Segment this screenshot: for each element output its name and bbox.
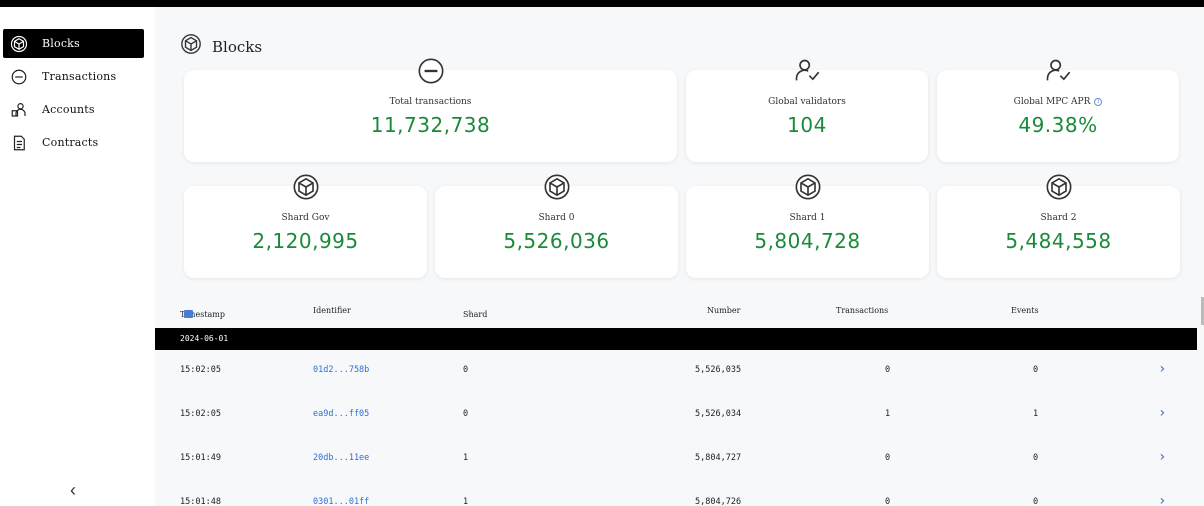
cell-events: 0 xyxy=(1033,453,1039,463)
page-title: Blocks xyxy=(212,37,263,56)
stat-value: 11,732,738 xyxy=(370,113,491,137)
stat-label: Shard 1 xyxy=(789,213,826,223)
column-header-label: Timestamp xyxy=(180,310,226,319)
minus-circle-icon xyxy=(9,67,29,87)
scrollbar[interactable] xyxy=(1201,297,1204,325)
cell-transactions: 0 xyxy=(885,497,891,506)
sidebar-item-label: Transactions xyxy=(42,70,117,83)
stat-value: 2,120,995 xyxy=(252,229,359,253)
cell-number: 5,804,726 xyxy=(695,497,742,506)
column-header-events: Events xyxy=(1011,306,1039,315)
validator-icon xyxy=(793,57,821,85)
stat-label: Shard 0 xyxy=(538,213,575,223)
cell-identifier-link[interactable]: 01d2...758b xyxy=(313,365,370,375)
column-header-identifier: Identifier xyxy=(313,306,351,315)
table-row[interactable]: 15:01:49 20db...11ee 1 5,804,727 0 0 › xyxy=(155,438,1197,482)
accounts-icon xyxy=(9,100,29,120)
top-bar xyxy=(0,0,1204,7)
stat-label: Global MPC APR i xyxy=(937,97,1179,107)
minus-circle-icon xyxy=(417,57,445,85)
cell-timestamp: 15:02:05 xyxy=(180,409,221,419)
stat-value: 5,484,558 xyxy=(1005,229,1112,253)
chevron-right-icon[interactable]: › xyxy=(1158,493,1167,506)
sidebar-item-label: Contracts xyxy=(42,136,99,149)
stat-label: Shard Gov xyxy=(281,213,330,223)
calendar-icon[interactable] xyxy=(184,310,193,318)
chevron-right-icon[interactable]: › xyxy=(1158,405,1167,421)
info-icon[interactable]: i xyxy=(1094,97,1103,106)
cell-identifier-link[interactable]: 0301...01ff xyxy=(313,497,370,506)
date-group-header: 2024-06-01 xyxy=(155,328,1197,350)
cell-shard: 0 xyxy=(463,365,469,375)
chevron-left-icon: ‹ xyxy=(70,479,76,500)
page-header: Blocks xyxy=(180,33,262,60)
stat-card-total-transactions: Total transactions 11,732,738 xyxy=(184,58,677,162)
column-header-label: Shard xyxy=(463,310,488,319)
sidebar-item-contracts[interactable]: Contracts xyxy=(3,128,144,157)
stat-label: Total transactions xyxy=(389,97,472,107)
stat-label-text: Global MPC APR xyxy=(1013,97,1091,107)
cell-transactions: 0 xyxy=(885,453,891,463)
cell-events: 0 xyxy=(1033,497,1039,506)
column-header-transactions: Transactions xyxy=(836,306,889,315)
document-icon xyxy=(9,133,29,153)
cell-shard: 1 xyxy=(463,453,469,463)
cube-icon xyxy=(543,173,571,201)
stat-label: Global validators xyxy=(768,97,846,107)
cube-icon xyxy=(180,33,202,60)
table-row[interactable]: 15:02:05 ea9d...ff05 0 5,526,034 1 1 › xyxy=(155,394,1197,438)
sidebar-item-label: Blocks xyxy=(42,37,80,50)
cell-timestamp: 15:01:48 xyxy=(180,497,221,506)
stat-card-shard-2: Shard 2 5,484,558 xyxy=(937,174,1180,278)
stat-card-shard-gov: Shard Gov 2,120,995 xyxy=(184,174,427,278)
main-content: Blocks Total transactions 11,732,738 Glo… xyxy=(155,7,1204,506)
sidebar-item-label: Accounts xyxy=(42,103,95,116)
sidebar-item-accounts[interactable]: Accounts xyxy=(3,95,144,124)
cell-timestamp: 15:01:49 xyxy=(180,453,221,463)
cube-icon xyxy=(292,173,320,201)
cube-icon xyxy=(9,34,29,54)
stat-value: 49.38% xyxy=(1018,113,1098,137)
stat-value: 104 xyxy=(787,113,827,137)
cell-number: 5,526,034 xyxy=(695,409,742,419)
cell-events: 1 xyxy=(1033,409,1039,419)
column-header-number: Number xyxy=(707,306,741,315)
cell-events: 0 xyxy=(1033,365,1039,375)
sidebar: Blocks Transactions Accounts Contracts ‹ xyxy=(0,7,155,506)
cell-timestamp: 15:02:05 xyxy=(180,365,221,375)
sort-icon[interactable]: ▽ xyxy=(467,310,473,318)
cell-number: 5,526,035 xyxy=(695,365,742,375)
cube-icon xyxy=(1045,173,1073,201)
cube-icon xyxy=(794,173,822,201)
sidebar-item-transactions[interactable]: Transactions xyxy=(3,62,144,91)
cell-identifier-link[interactable]: ea9d...ff05 xyxy=(313,409,370,419)
cell-number: 5,804,727 xyxy=(695,453,742,463)
stat-label: Shard 2 xyxy=(1040,213,1077,223)
chevron-right-icon[interactable]: › xyxy=(1158,361,1167,377)
cell-transactions: 0 xyxy=(885,365,891,375)
validator-icon xyxy=(1044,57,1072,85)
stat-card-shard-0: Shard 0 5,526,036 xyxy=(435,174,678,278)
table-row[interactable]: 15:02:05 01d2...758b 0 5,526,035 0 0 › xyxy=(155,350,1197,394)
cell-identifier-link[interactable]: 20db...11ee xyxy=(313,453,370,463)
stat-value: 5,526,036 xyxy=(503,229,610,253)
sidebar-item-blocks[interactable]: Blocks xyxy=(3,29,144,58)
chevron-right-icon[interactable]: › xyxy=(1158,449,1167,465)
table-row[interactable]: 15:01:48 0301...01ff 1 5,804,726 0 0 › xyxy=(155,482,1197,506)
table-header: Timestamp Identifier Shard ▽ Number Trans… xyxy=(155,302,1204,322)
stat-value: 5,804,728 xyxy=(754,229,861,253)
cell-transactions: 1 xyxy=(885,409,891,419)
stat-card-shard-1: Shard 1 5,804,728 xyxy=(686,174,929,278)
collapse-sidebar-button[interactable]: ‹ xyxy=(64,479,82,500)
date-group-label: 2024-06-01 xyxy=(180,334,229,343)
cell-shard: 1 xyxy=(463,497,469,506)
stat-card-global-validators: Global validators 104 xyxy=(686,59,928,162)
cell-shard: 0 xyxy=(463,409,469,419)
stat-card-global-mpc-apr: Global MPC APR i 49.38% xyxy=(937,59,1179,162)
